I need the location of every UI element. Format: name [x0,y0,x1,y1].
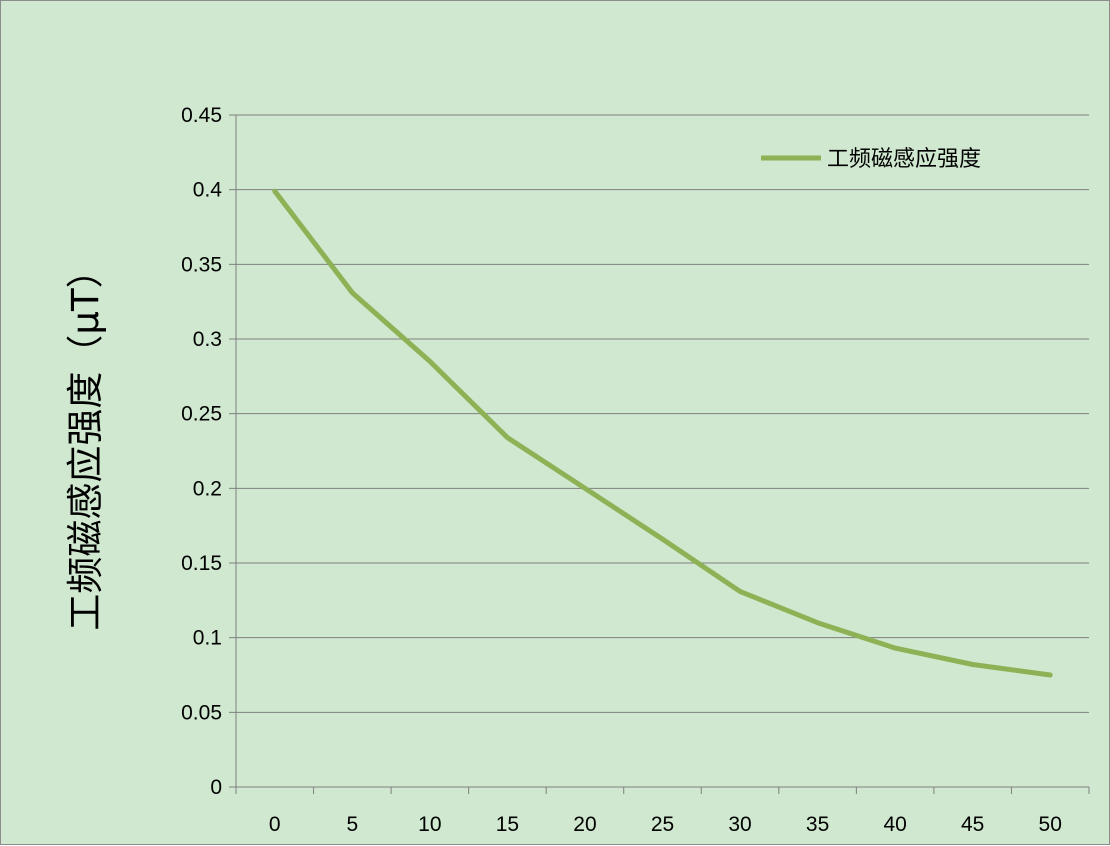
legend: 工频磁感应强度 [761,147,981,172]
axes [229,114,1090,794]
x-tick-label: 50 [1039,813,1062,836]
x-tick-label: 20 [573,813,596,836]
x-tick-label: 15 [496,813,519,836]
y-tick-labels: 0 0.05 0.1 0.15 0.2 0.25 0.3 0.35 0.4 0.45 [181,104,222,799]
x-tick-label: 45 [961,813,984,836]
x-tick-label: 5 [346,813,358,836]
legend-label: 工频磁感应强度 [827,147,981,172]
x-tick-label: 0 [269,813,281,836]
gridlines [236,114,1089,713]
y-axis-title: 工频磁感应强度（μT） [64,251,107,630]
y-tick-label: 0.3 [193,328,222,351]
x-tick-label: 10 [418,813,441,836]
data-point [1049,674,1051,676]
x-tick-label: 35 [806,813,829,836]
x-tick-label: 25 [651,813,674,836]
y-tick-label: 0.1 [193,627,222,650]
y-tick-label: 0.4 [193,179,223,202]
y-tick-label: 0.45 [181,104,222,127]
data-point [662,538,663,540]
data-point [739,590,741,592]
y-tick-label: 0.35 [181,253,222,276]
data-point [274,190,276,192]
x-tick-label: 30 [728,813,751,836]
data-point [972,664,974,666]
data-point [817,622,819,624]
y-tick-label: 0.05 [181,701,222,724]
x-tick-labels: 0 5 10 15 20 25 30 35 40 45 50 [269,813,1062,836]
y-tick-label: 0.15 [181,552,222,575]
data-point [584,487,586,489]
x-tick-label: 40 [883,813,906,836]
y-tick-label: 0 [210,776,222,799]
y-tick-label: 0.25 [181,403,222,426]
data-point [429,360,431,362]
y-tick-label: 0.2 [193,477,222,500]
series-lines [272,188,1053,678]
data-point [506,437,508,439]
data-point [351,292,353,294]
data-point [894,647,896,649]
series-line-0 [272,188,1053,678]
